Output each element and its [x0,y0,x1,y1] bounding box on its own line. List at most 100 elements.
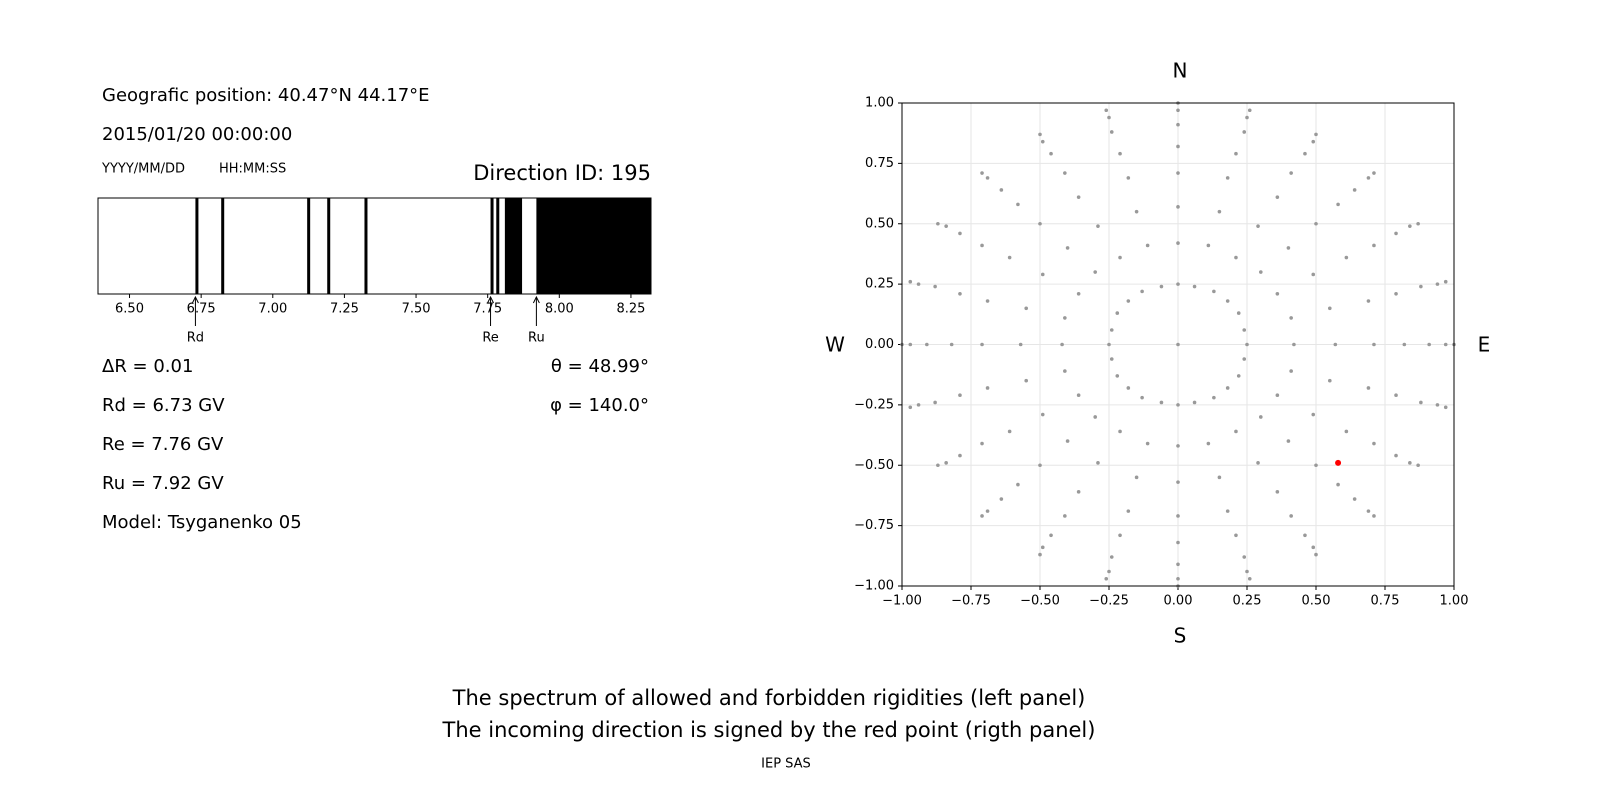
point [1176,205,1180,209]
point [1212,289,1216,294]
point [1335,459,1342,466]
point [1225,386,1230,390]
point [1314,132,1318,137]
point [1176,144,1180,149]
x-tick-label: 7.00 [258,302,287,317]
point [1159,284,1164,289]
point [1206,243,1211,248]
point [1118,533,1122,538]
point [1060,342,1064,347]
point [1419,284,1423,289]
point [1443,405,1448,410]
point [1394,393,1398,398]
forbidden-band [536,198,651,294]
x-tick-label: −0.25 [1089,594,1129,609]
point [1063,514,1067,518]
point [936,463,940,468]
point [1328,378,1332,383]
point [1109,555,1114,559]
point [1065,439,1070,443]
point [1275,490,1280,494]
point [1007,255,1012,260]
point [1328,306,1332,311]
point [1234,533,1238,538]
point [1416,221,1420,226]
point [1372,243,1376,248]
point [1336,482,1340,487]
point [1115,311,1120,315]
point [1289,171,1293,175]
credit: IEP SAS [761,757,811,772]
point [1040,272,1045,277]
point [1018,342,1023,347]
point [1256,461,1260,465]
point [1416,463,1420,468]
point [1289,316,1293,320]
point [1176,562,1180,567]
x-tick-label: 1.00 [1440,594,1469,609]
point [1311,545,1316,550]
point [1236,311,1241,315]
point [1093,270,1097,274]
point [1245,569,1249,574]
point [1352,188,1357,192]
marker-label: Ru [528,331,545,346]
y-tick-label: −1.00 [854,579,894,594]
point [1225,509,1230,513]
time-format: HH:MM:SS [219,162,286,177]
point [985,176,990,180]
point [1140,289,1144,294]
point [1016,202,1020,207]
point [985,509,990,513]
point [1247,576,1252,581]
point [1176,282,1180,286]
x-tick-label: 7.50 [402,302,431,317]
point [1176,480,1180,484]
y-tick-label: −0.25 [854,397,894,412]
point [1126,509,1131,513]
caption-line: The incoming direction is signed by the … [442,718,1096,742]
point [1402,342,1407,347]
point [1040,412,1045,417]
point [1372,441,1376,446]
point [1394,291,1398,296]
y-tick-label: 0.50 [865,216,894,231]
point [1234,151,1238,156]
point [1303,533,1307,538]
point [1242,130,1247,134]
theta: θ = 48.99° [551,356,649,377]
point [980,514,984,518]
point [1063,316,1067,320]
point [1344,429,1349,434]
point [1126,386,1131,390]
y-tick-label: 1.00 [865,96,894,111]
point [1247,108,1252,113]
point [1225,299,1230,303]
point [1217,475,1222,480]
point [1192,400,1197,405]
point [985,386,990,390]
point [1038,552,1042,557]
point [1314,463,1318,468]
y-tick-label: 0.00 [865,337,894,352]
point [1109,357,1114,361]
point [1096,224,1100,228]
point [1159,400,1164,405]
point [1176,576,1180,581]
point [1038,132,1042,137]
forbidden-band [504,198,523,294]
point [1176,108,1180,113]
x-tick-label: −0.50 [1020,594,1060,609]
point [1344,255,1349,260]
point [1259,270,1263,274]
point [1107,342,1111,347]
point [1366,386,1371,390]
point [908,279,913,284]
point [1435,403,1440,407]
point [1096,461,1100,465]
point [1419,400,1423,405]
point [1242,555,1247,559]
point [1007,429,1012,434]
point [1104,576,1109,581]
x-tick-label: 7.25 [330,302,359,317]
